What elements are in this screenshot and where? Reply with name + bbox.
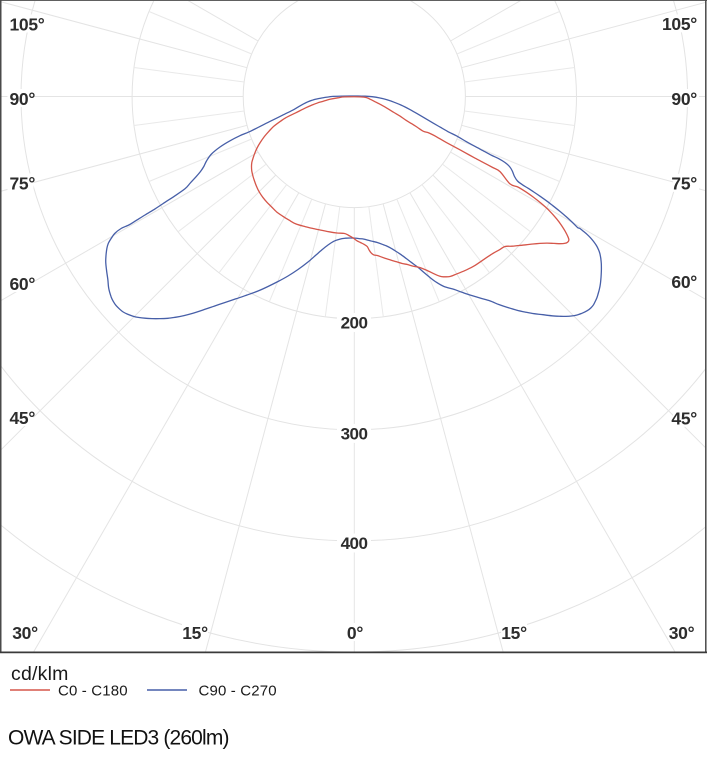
svg-text:OWA SIDE LED3 (260lm): OWA SIDE LED3 (260lm): [8, 727, 229, 750]
svg-text:90°: 90°: [10, 89, 36, 109]
svg-text:C0 - C180: C0 - C180: [58, 683, 128, 700]
svg-text:15°: 15°: [182, 623, 208, 643]
svg-text:400: 400: [341, 534, 368, 553]
svg-text:C90 - C270: C90 - C270: [199, 683, 277, 700]
svg-text:45°: 45°: [671, 409, 697, 429]
svg-text:90°: 90°: [671, 89, 697, 109]
svg-text:30°: 30°: [12, 623, 38, 643]
svg-text:300: 300: [341, 424, 368, 443]
svg-text:cd/klm: cd/klm: [11, 663, 69, 685]
svg-text:45°: 45°: [10, 408, 36, 428]
svg-text:30°: 30°: [669, 623, 695, 643]
svg-text:75°: 75°: [671, 174, 697, 194]
svg-text:0°: 0°: [347, 623, 363, 643]
svg-text:60°: 60°: [10, 274, 36, 294]
svg-text:105°: 105°: [662, 14, 697, 34]
svg-text:200: 200: [341, 314, 368, 333]
svg-text:15°: 15°: [501, 623, 527, 643]
svg-text:60°: 60°: [671, 272, 697, 292]
svg-text:105°: 105°: [10, 14, 45, 34]
svg-text:75°: 75°: [10, 173, 36, 193]
